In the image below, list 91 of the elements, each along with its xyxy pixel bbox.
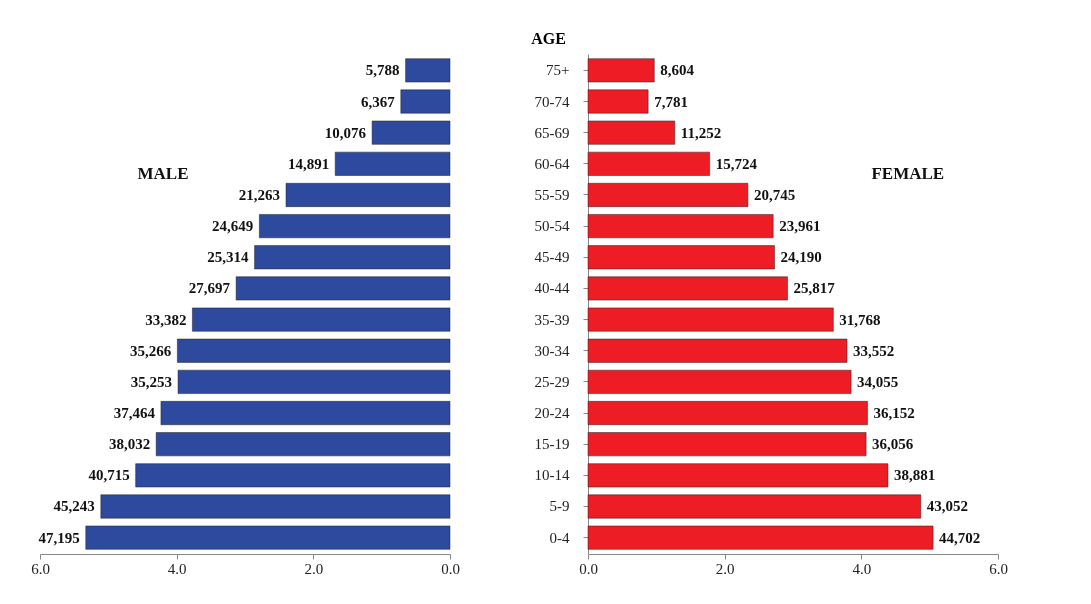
annotation: 38,881 (893, 467, 936, 484)
bar (587, 183, 749, 207)
x-tick-label: 2.0 (304, 560, 324, 577)
annotation: 35,266 (130, 342, 172, 359)
annotation: 24,649 (212, 218, 254, 235)
bar (160, 401, 451, 425)
bar (285, 183, 451, 207)
annotation: 24,190 (780, 249, 822, 266)
y-tick-label: 0-4 (549, 529, 570, 546)
annotation: 31,768 (839, 311, 881, 328)
bar (371, 120, 451, 145)
bar (587, 120, 676, 145)
annotation: 35,253 (130, 373, 173, 390)
x-tick-label: 0.0 (441, 560, 460, 577)
bar (85, 525, 451, 550)
y-tick-label: 15-19 (534, 436, 570, 453)
y-tick-label: 40-44 (534, 280, 570, 297)
annotation: 8,604 (660, 62, 695, 79)
annotation: 36,056 (872, 436, 914, 453)
bar (235, 276, 451, 301)
y-tick-label: 65-69 (534, 124, 570, 141)
annotation: 33,382 (145, 311, 187, 328)
y-axis-title: AGE (531, 29, 566, 47)
annotation: 23,961 (779, 218, 821, 235)
annotation: 6,367 (361, 93, 396, 110)
bar (587, 151, 710, 176)
y-tick-label: 5-9 (549, 498, 570, 515)
annotation: 34,055 (857, 373, 899, 390)
bar (259, 214, 451, 239)
annotation: 10,076 (324, 124, 367, 141)
y-tick-label: 20-24 (534, 405, 570, 422)
bar (587, 276, 788, 301)
x-tick-label: 2.0 (715, 560, 735, 577)
annotation: 43,052 (926, 498, 969, 515)
bar (155, 432, 451, 457)
annotation: 38,032 (108, 436, 151, 453)
bar (400, 89, 451, 114)
bar (100, 494, 451, 519)
bar (587, 401, 868, 425)
annotation: 25,314 (207, 249, 250, 266)
y-tick-label: 35-39 (534, 311, 570, 328)
annotation: 14,891 (287, 155, 330, 172)
y-tick-label: 75+ (546, 62, 570, 79)
annotation: 25,817 (793, 280, 836, 297)
x-tick-label: 6.0 (989, 560, 1008, 577)
y-tick-label: 45-49 (534, 249, 570, 266)
text: MALE (137, 164, 189, 183)
bar (587, 525, 934, 550)
annotation: 33,552 (852, 342, 895, 359)
annotation: 44,702 (939, 529, 981, 546)
bar (177, 369, 451, 394)
bar (587, 494, 922, 519)
y-tick-label: 70-74 (534, 93, 570, 110)
bar (587, 369, 852, 394)
bar (587, 463, 889, 488)
bar (587, 89, 649, 114)
annotation: 5,788 (365, 62, 400, 79)
bar (254, 245, 451, 270)
annotation: 15,724 (715, 155, 758, 172)
y-tick-label: 25-29 (534, 373, 570, 390)
annotation: 40,715 (88, 467, 130, 484)
bar (587, 214, 774, 239)
annotation: 37,464 (113, 405, 156, 422)
x-tick-label: 0.0 (579, 560, 598, 577)
annotation: 20,745 (753, 186, 796, 203)
bar (587, 58, 655, 83)
bar (587, 245, 775, 270)
y-tick-label: 50-54 (534, 218, 570, 235)
y-tick-label: 30-34 (534, 342, 570, 359)
annotation: 27,697 (188, 280, 231, 297)
bar (334, 151, 451, 176)
annotation: 45,243 (53, 498, 95, 515)
y-tick-label: 55-59 (534, 186, 570, 203)
y-tick-label: 60-64 (534, 155, 570, 172)
bar (587, 338, 848, 363)
bar (192, 307, 451, 332)
annotation: 36,152 (873, 405, 915, 422)
bar (587, 432, 867, 457)
bar (135, 463, 451, 488)
bar (405, 58, 451, 83)
annotation: 21,263 (238, 186, 280, 203)
bar (177, 338, 451, 363)
text: FEMALE (871, 164, 945, 183)
x-tick-label: 6.0 (31, 560, 50, 577)
bar (587, 307, 834, 332)
y-tick-label: 10-14 (534, 467, 570, 484)
annotation: 7,781 (654, 93, 688, 110)
x-tick-label: 4.0 (852, 560, 872, 577)
annotation: 47,195 (38, 529, 80, 546)
x-tick-label: 4.0 (167, 560, 187, 577)
annotation: 11,252 (680, 124, 722, 141)
